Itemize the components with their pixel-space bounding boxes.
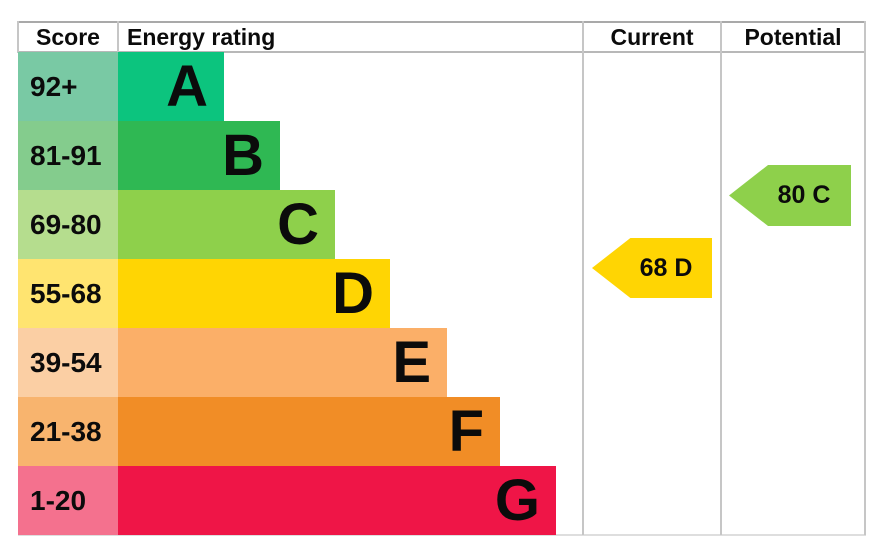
rating-bar-f: F [118,397,500,466]
current-rating-arrow: 68 D [592,238,712,298]
header-energy-rating: Energy rating [127,24,276,50]
current-column-divider [582,21,584,535]
band-row-a: 92+ A [18,52,563,121]
current-rating-label: 68 D [639,253,693,282]
score-header-right-border [117,21,119,53]
grade-letter-e: E [392,329,431,395]
grade-letter-c: C [277,191,319,257]
grade-letter-g: G [494,467,540,533]
grade-letter-a: A [166,53,208,119]
band-row-b: 81-91 B [18,121,563,190]
rating-bar-e: E [118,328,447,397]
score-range-c: 69-80 [18,190,118,259]
score-header-left-border [17,21,19,53]
score-range-b: 81-91 [18,121,118,190]
band-row-c: 69-80 C [18,190,563,259]
rating-bar-c: C [118,190,335,259]
score-range-g: 1-20 [18,466,118,535]
header-bottom-border [18,51,866,53]
header-current: Current [610,24,694,50]
band-row-f: 21-38 F [18,397,563,466]
score-range-d: 55-68 [18,259,118,328]
potential-rating-arrow: 80 C [729,165,851,226]
rating-bar-a: A [118,52,224,121]
score-range-f: 21-38 [18,397,118,466]
score-range-e: 39-54 [18,328,118,397]
potential-column-divider [720,21,722,535]
table-bottom-border [18,534,866,536]
header-potential: Potential [744,24,842,50]
rating-bar-b: B [118,121,280,190]
potential-rating-label: 80 C [777,181,831,209]
grade-letter-b: B [222,122,264,188]
header-score: Score [36,24,100,50]
score-range-a: 92+ [18,52,118,121]
table-right-border [864,21,866,535]
band-row-d: 55-68 D [18,259,563,328]
table-top-border [18,21,866,23]
rating-bar-d: D [118,259,390,328]
band-row-e: 39-54 E [18,328,563,397]
rating-bar-g: G [118,466,556,535]
grade-letter-d: D [332,260,374,326]
band-row-g: 1-20 G [18,466,563,535]
grade-letter-f: F [448,398,484,464]
